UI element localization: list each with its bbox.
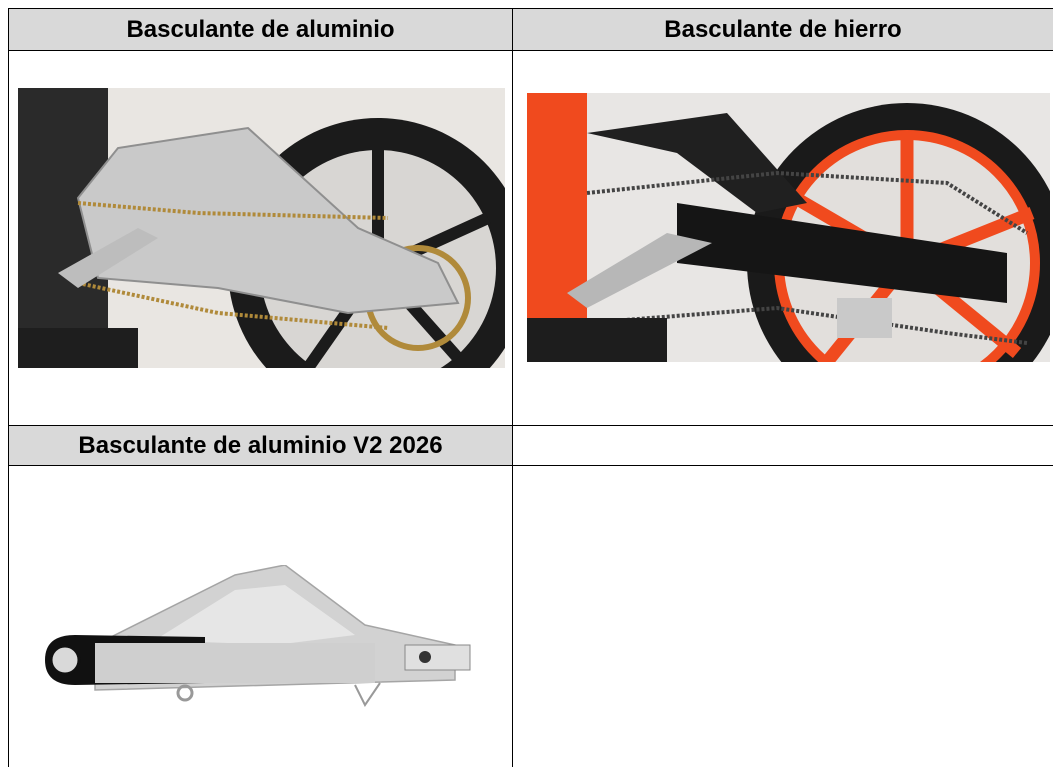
header-cell: Basculante de hierro <box>512 8 1053 50</box>
image-cell <box>8 50 512 425</box>
image-cell <box>512 50 1053 425</box>
photo-v2-swingarm <box>45 565 471 707</box>
photo-steel-swingarm <box>527 93 1050 362</box>
header-cell: Basculante de aluminio V2 2026 <box>8 425 512 465</box>
header-cell: Basculante de aluminio <box>8 8 512 50</box>
image-cell <box>8 465 512 767</box>
photo-aluminium-swingarm <box>18 88 505 368</box>
empty-cell <box>512 465 1053 767</box>
empty-cell <box>512 425 1053 465</box>
